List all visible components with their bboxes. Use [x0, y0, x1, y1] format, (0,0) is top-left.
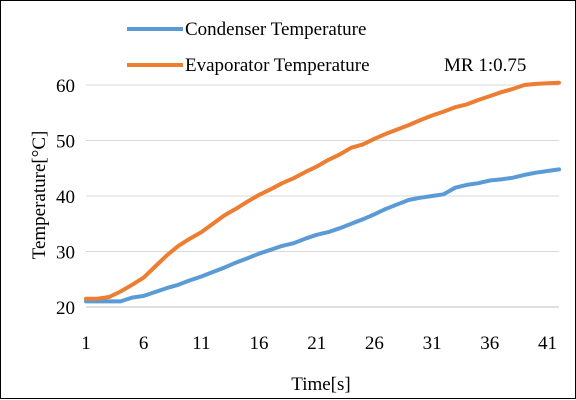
- x-tick-label: 16: [250, 333, 269, 354]
- x-tick-label: 41: [538, 333, 557, 354]
- y-tick-label: 50: [56, 132, 75, 153]
- y-tick-label: 20: [56, 298, 75, 319]
- legend: Condenser Temperature Evaporator Tempera…: [127, 19, 370, 76]
- legend-label-evaporator: Evaporator Temperature: [185, 55, 370, 76]
- x-tick-label: 36: [480, 333, 499, 354]
- x-tick-label: 26: [365, 333, 384, 354]
- x-tick-labels: 1 6 11 16 21 26 31 36 41: [81, 333, 557, 354]
- legend-label-condenser: Condenser Temperature: [185, 19, 366, 40]
- y-tick-label: 60: [56, 76, 75, 97]
- chart-annotation: MR 1:0.75: [444, 55, 526, 76]
- x-tick-label: 21: [307, 333, 326, 354]
- y-tick-label: 30: [56, 243, 75, 264]
- y-tick-labels: 20 30 40 50 60: [56, 76, 75, 319]
- y-axis-label: Temperature[°C]: [29, 131, 50, 260]
- series-line-evaporator: [84, 80, 561, 301]
- x-tick-label: 1: [81, 333, 91, 354]
- x-tick-label: 6: [139, 333, 149, 354]
- series-line-condenser: [84, 167, 561, 304]
- series-lines: [84, 80, 561, 304]
- x-tick-label: 11: [192, 333, 210, 354]
- x-axis-label: Time[s]: [291, 374, 350, 395]
- y-tick-label: 40: [56, 187, 75, 208]
- gridlines: [86, 84, 559, 252]
- x-tick-label: 31: [423, 333, 442, 354]
